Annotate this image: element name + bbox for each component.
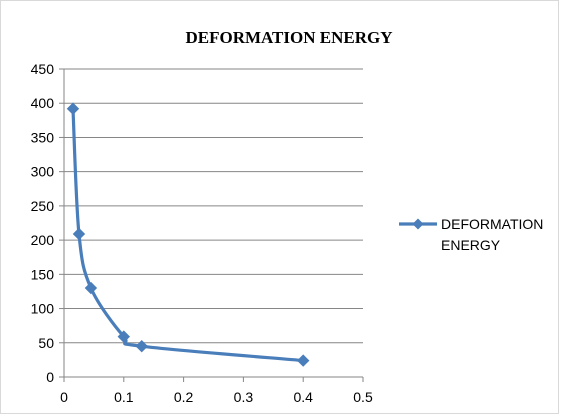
data-point-2 (84, 281, 98, 295)
y-tick-label-300: 300 (31, 164, 55, 180)
x-tick-label-0: 0 (60, 389, 68, 405)
legend-label-line-0: DEFORMATION (441, 216, 543, 232)
y-tick-label-350: 350 (31, 129, 55, 145)
y-tick-label-400: 400 (31, 95, 55, 111)
data-point-1 (72, 227, 86, 241)
data-point-5 (296, 354, 310, 367)
y-tick-label-150: 150 (31, 266, 55, 282)
legend: DEFORMATION ENERGY (399, 216, 543, 253)
legend-label: DEFORMATION ENERGY (441, 216, 543, 253)
legend-marker (412, 218, 424, 230)
x-tick-label-0.1: 0.1 (114, 389, 134, 405)
gridlines (64, 68, 363, 344)
legend-label-line-1: ENERGY (441, 237, 501, 253)
y-tick-label-100: 100 (31, 301, 55, 317)
x-tick-labels: 0 0.1 0.2 0.3 0.4 0.5 (60, 389, 373, 405)
axes (59, 68, 364, 382)
y-tick-labels: 0 50 100 150 200 250 300 350 400 450 (31, 61, 55, 385)
x-tick-label-0.5: 0.5 (353, 389, 373, 405)
y-tick-label-250: 250 (31, 198, 55, 214)
y-tick-label-450: 450 (31, 61, 55, 77)
y-tick-label-0: 0 (46, 369, 54, 385)
data-point-0 (66, 102, 80, 115)
y-tick-label-50: 50 (38, 335, 54, 351)
x-tick-label-0.2: 0.2 (174, 389, 194, 405)
y-tick-label-200: 200 (31, 232, 55, 248)
chart-title: DEFORMATION ENERGY (186, 28, 393, 47)
x-tick-label-0.4: 0.4 (293, 389, 313, 405)
data-point-4 (135, 339, 148, 353)
series-layer (66, 102, 310, 367)
data-point-3 (117, 330, 131, 343)
series-line-0 (71, 108, 304, 363)
x-tick-label-0.3: 0.3 (234, 389, 254, 405)
